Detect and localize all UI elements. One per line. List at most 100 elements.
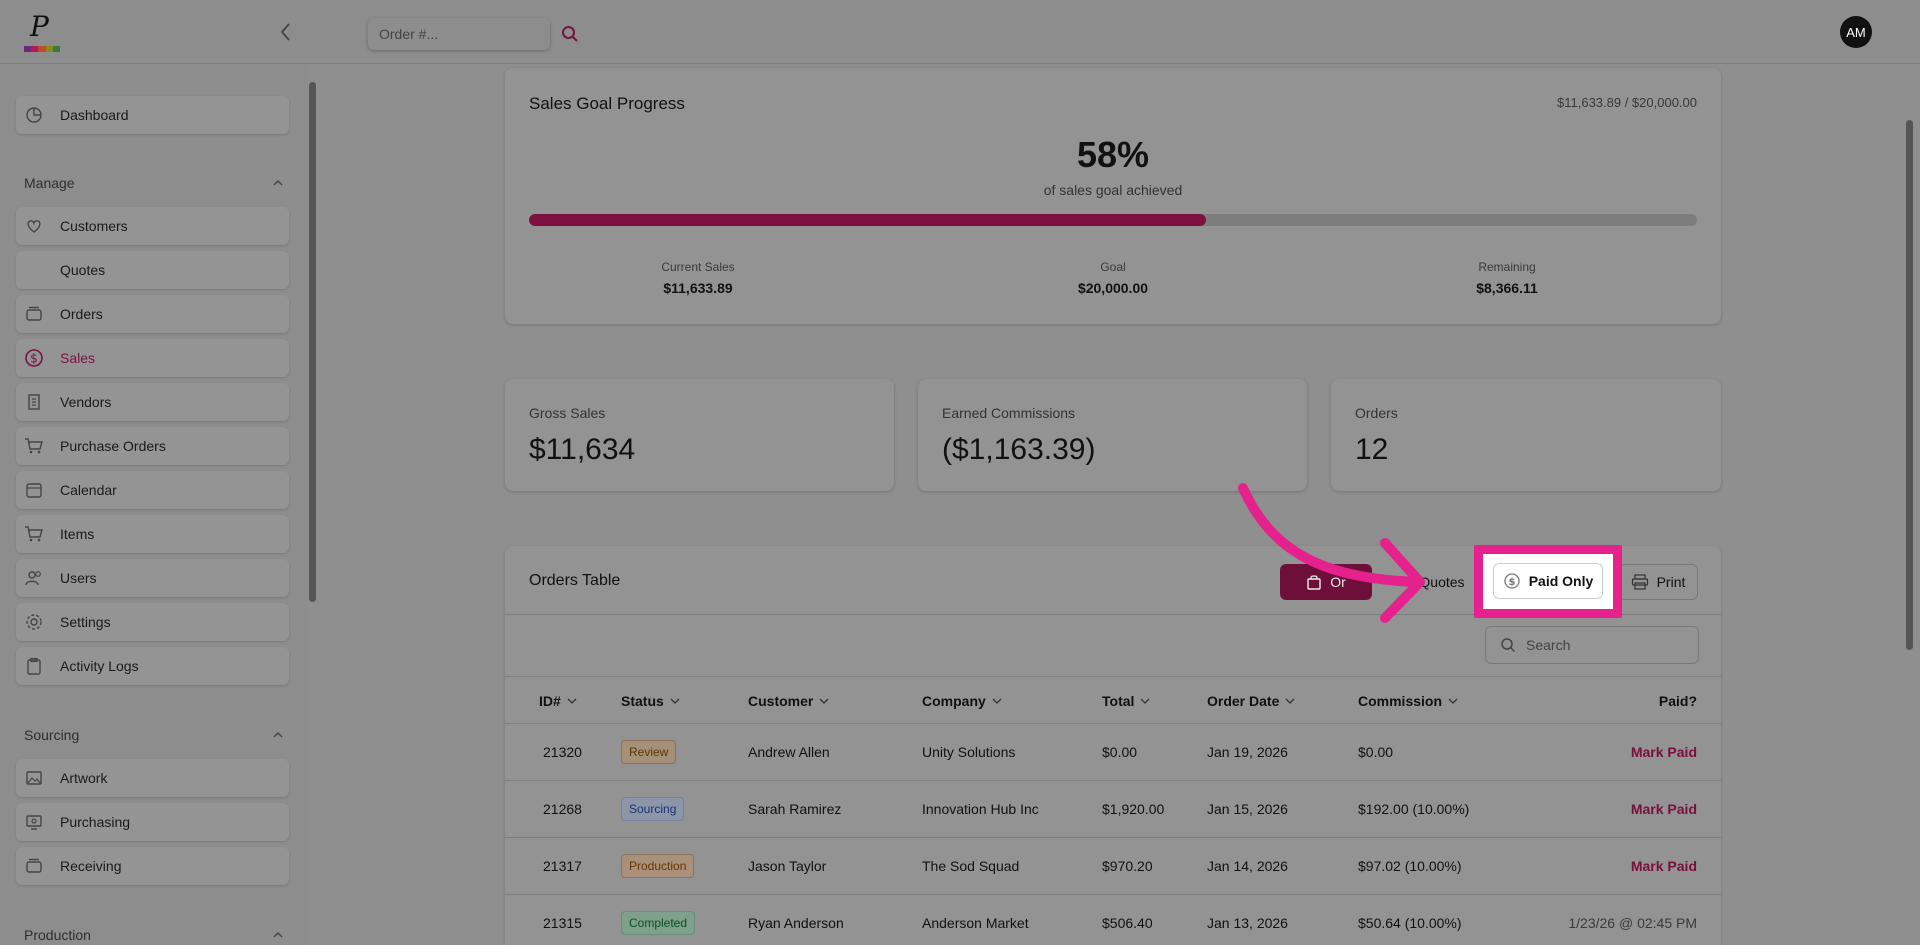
order-search-box (368, 18, 550, 50)
image-icon (24, 768, 44, 788)
section-header-production[interactable]: Production (24, 927, 284, 943)
section-header-sourcing[interactable]: Sourcing (24, 727, 284, 743)
search-icon (1501, 638, 1516, 653)
status-badge: Production (621, 854, 695, 878)
top-bar: P AM (0, 0, 1920, 64)
orders-filter-button[interactable]: Or (1280, 564, 1372, 600)
mark-paid-link[interactable]: Mark Paid (1630, 744, 1697, 760)
column-header-total[interactable]: Total (1102, 693, 1150, 709)
quotes-filter-button[interactable]: Quotes (1419, 574, 1465, 590)
logo-color-stripe (24, 46, 61, 52)
table-search-input[interactable] (1526, 637, 1686, 653)
status-badge: Review (621, 740, 677, 764)
svg-text:$: $ (1508, 577, 1515, 588)
goal-progress-fill (529, 214, 1207, 226)
goal-title: Sales Goal Progress (529, 94, 685, 113)
sidebar-item-dashboard[interactable]: Dashboard (16, 96, 289, 134)
chevron-down-icon (1448, 698, 1458, 704)
user-avatar[interactable]: AM (1840, 16, 1872, 48)
building-icon (24, 392, 44, 412)
current-sales-stat: Current Sales $11,633.89 (661, 260, 735, 296)
chevron-down-icon (819, 698, 829, 704)
sidebar-item-purchasing[interactable]: Purchasing (16, 803, 289, 841)
sidebar-item-items[interactable]: Items (16, 515, 289, 553)
sidebar-item-settings[interactable]: Settings (16, 603, 289, 641)
orders-count-card: Orders 12 (1331, 379, 1721, 491)
table-row[interactable]: 21315 Completed Ryan Anderson Anderson M… (505, 895, 1721, 945)
remaining-stat: Remaining $8,366.11 (1476, 260, 1538, 296)
gross-sales-card: Gross Sales $11,634 (505, 379, 894, 491)
goal-percent: 58% (1076, 134, 1150, 175)
goal-stat: Goal $20,000.00 (1077, 260, 1149, 296)
app-logo[interactable]: P (22, 10, 62, 54)
cart-icon (24, 436, 44, 456)
order-search-input[interactable] (368, 18, 550, 50)
column-header-order-date[interactable]: Order Date (1207, 693, 1295, 709)
main-scrollbar[interactable] (1906, 120, 1913, 650)
box-icon (24, 304, 44, 324)
sidebar-item-users[interactable]: Users (16, 559, 289, 597)
sidebar-item-activity-logs[interactable]: Activity Logs (16, 647, 289, 685)
column-header-customer[interactable]: Customer (748, 693, 829, 709)
collapse-sidebar-button[interactable] (276, 20, 296, 44)
table-search-box (1485, 626, 1699, 664)
status-badge: Sourcing (621, 797, 685, 821)
sidebar-item-calendar[interactable]: Calendar (16, 471, 289, 509)
earned-commissions-card: Earned Commissions ($1,163.39) (918, 379, 1307, 491)
orders-table-card: Orders Table Or Quotes Print ID# Status … (505, 546, 1721, 945)
gear-icon (24, 612, 44, 632)
chevron-down-icon (992, 698, 1002, 704)
sales-goal-card: Sales Goal Progress $11,633.89 / $20,000… (505, 68, 1721, 324)
column-header-paid: Paid? (1658, 693, 1697, 709)
box-icon (24, 856, 44, 876)
chevron-up-icon (273, 731, 283, 738)
sidebar-scrollbar[interactable] (309, 82, 316, 602)
dollar-circle-icon: $ (24, 348, 44, 368)
column-header-company[interactable]: Company (922, 693, 1002, 709)
sidebar-item-vendors[interactable]: Vendors (16, 383, 289, 421)
chevron-down-icon (567, 698, 577, 704)
monitor-icon (24, 812, 44, 832)
clipboard-icon (24, 656, 44, 676)
sidebar-item-artwork[interactable]: Artwork (16, 759, 289, 797)
mark-paid-link[interactable]: Mark Paid (1630, 858, 1697, 874)
heart-icon (24, 216, 44, 236)
sidebar-item-receiving[interactable]: Receiving (16, 847, 289, 885)
users-icon (24, 568, 44, 588)
bag-icon (1307, 575, 1321, 590)
orders-table-title: Orders Table (529, 572, 621, 589)
paid-date: 1/23/26 @ 02:45 PM (1568, 915, 1697, 931)
table-row[interactable]: 21317 Production Jason Taylor The Sod Sq… (505, 838, 1721, 895)
column-header-status[interactable]: Status (621, 693, 680, 709)
sidebar-item-quotes[interactable]: Quotes (16, 251, 289, 289)
sidebar-item-sales[interactable]: $ Sales (16, 339, 289, 377)
sidebar-item-purchase-orders[interactable]: Purchase Orders (16, 427, 289, 465)
column-header-commission[interactable]: Commission (1358, 693, 1458, 709)
pie-chart-icon (24, 105, 44, 125)
column-header-id[interactable]: ID# (539, 693, 577, 709)
sidebar-item-orders[interactable]: Orders (16, 295, 289, 333)
dollar-circle-icon: $ (1504, 573, 1520, 589)
chevron-left-icon (280, 23, 290, 41)
goal-subtitle: of sales goal achieved (1043, 182, 1183, 198)
calendar-icon (24, 480, 44, 500)
sidebar-item-customers[interactable]: Customers (16, 207, 289, 245)
quotes-icon (24, 260, 44, 280)
table-row[interactable]: 21320 Review Andrew Allen Unity Solution… (505, 724, 1721, 781)
chevron-up-icon (273, 931, 283, 938)
mark-paid-link[interactable]: Mark Paid (1630, 801, 1697, 817)
goal-ratio: $11,633.89 / $20,000.00 (1557, 95, 1697, 110)
section-header-manage[interactable]: Manage (24, 175, 284, 191)
printer-icon (1631, 574, 1648, 590)
goal-progress-bar (529, 214, 1697, 226)
status-badge: Completed (621, 911, 696, 935)
search-icon[interactable] (560, 24, 580, 44)
divider (505, 614, 1721, 615)
chevron-down-icon (1140, 698, 1150, 704)
cart-icon (24, 524, 44, 544)
chevron-down-icon (1285, 698, 1295, 704)
svg-text:$: $ (30, 352, 38, 366)
table-row[interactable]: 21268 Sourcing Sarah Ramirez Innovation … (505, 781, 1721, 838)
paid-only-button[interactable]: $ Paid Only (1493, 563, 1603, 599)
print-button[interactable]: Print (1618, 564, 1698, 600)
